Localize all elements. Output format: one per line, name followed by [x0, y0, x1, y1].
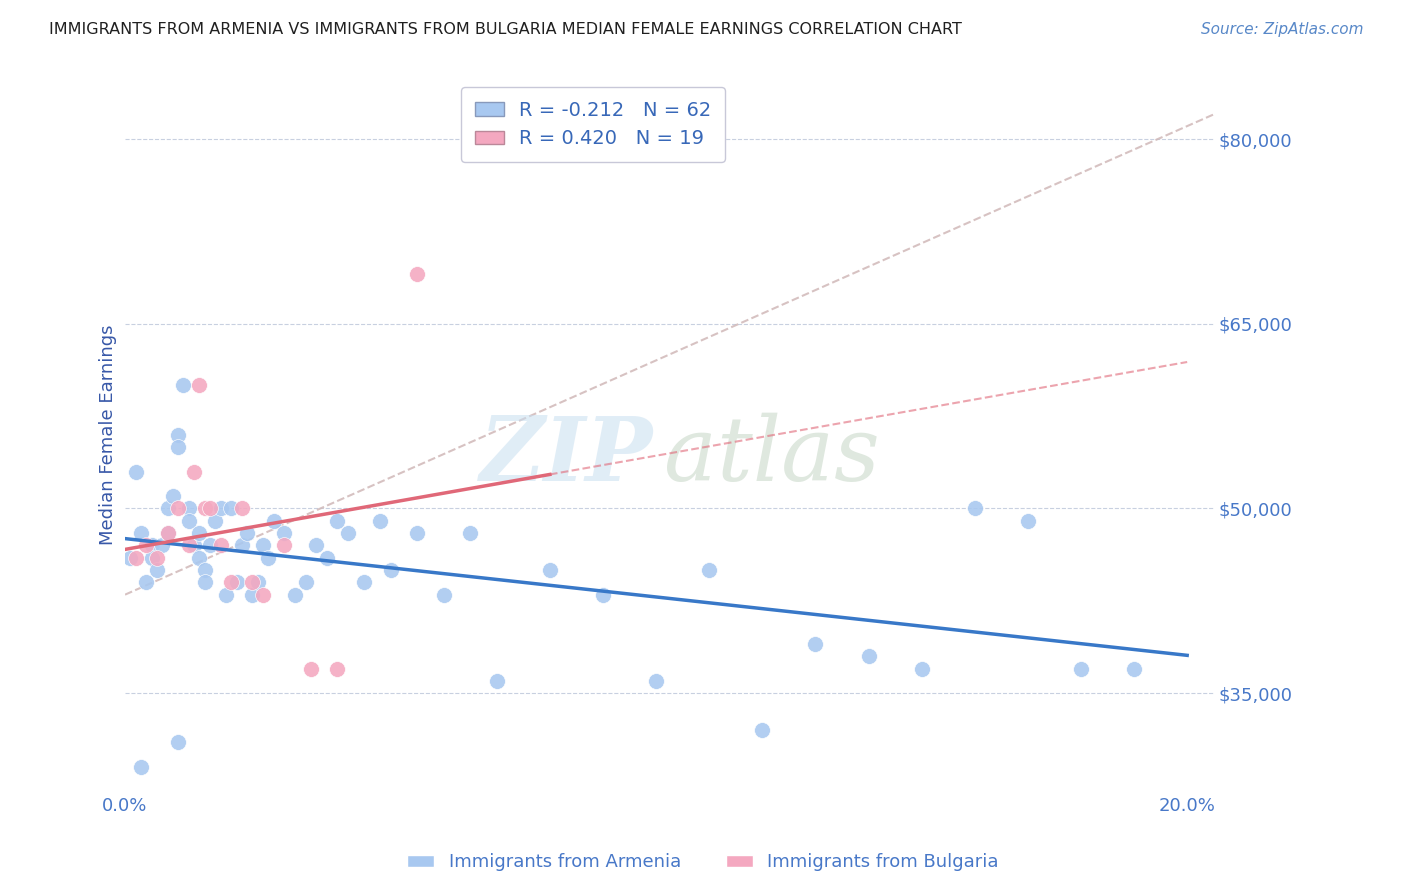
Point [219, 501, 242, 516]
Point [120, 550, 142, 565]
Legend: Immigrants from Armenia, Immigrants from Bulgaria: Immigrants from Armenia, Immigrants from… [399, 847, 1007, 879]
Point [337, 526, 360, 541]
Point [135, 575, 157, 590]
Point [284, 588, 307, 602]
Point [697, 563, 720, 577]
Point [406, 268, 429, 282]
Point [804, 637, 827, 651]
Point [1017, 514, 1039, 528]
Point [167, 501, 190, 516]
Point [146, 550, 169, 565]
Point [751, 723, 773, 738]
Point [380, 563, 402, 577]
Point [204, 514, 226, 528]
Point [156, 501, 179, 516]
Point [592, 588, 614, 602]
Point [538, 563, 561, 577]
Point [183, 465, 205, 479]
Point [150, 538, 173, 552]
Point [326, 514, 349, 528]
Point [1123, 661, 1146, 675]
Point [485, 673, 508, 688]
Point [910, 661, 932, 675]
Point [219, 575, 242, 590]
Point [858, 649, 880, 664]
Point [198, 538, 221, 552]
Point [177, 501, 200, 516]
Point [963, 501, 986, 516]
Point [194, 501, 217, 516]
Point [305, 538, 328, 552]
Point [188, 526, 211, 541]
Point [263, 514, 285, 528]
Legend: R = -0.212   N = 62, R = 0.420   N = 19: R = -0.212 N = 62, R = 0.420 N = 19 [461, 87, 725, 162]
Point [209, 501, 232, 516]
Point [172, 378, 194, 392]
Point [135, 538, 157, 552]
Text: Source: ZipAtlas.com: Source: ZipAtlas.com [1201, 22, 1364, 37]
Point [188, 550, 211, 565]
Point [156, 526, 179, 541]
Point [194, 575, 217, 590]
Point [236, 526, 259, 541]
Point [252, 538, 274, 552]
Point [124, 465, 146, 479]
Point [433, 588, 456, 602]
Point [141, 550, 163, 565]
Point [231, 538, 253, 552]
Point [242, 575, 264, 590]
Text: atlas: atlas [664, 413, 880, 500]
Point [406, 526, 429, 541]
Point [294, 575, 316, 590]
Point [124, 550, 146, 565]
Point [368, 514, 391, 528]
Point [198, 501, 221, 516]
Point [242, 588, 264, 602]
Point [146, 563, 169, 577]
Point [129, 526, 152, 541]
Point [209, 538, 232, 552]
Point [194, 563, 217, 577]
Point [183, 538, 205, 552]
Point [273, 538, 295, 552]
Point [215, 588, 238, 602]
Point [246, 575, 269, 590]
Point [458, 526, 481, 541]
Point [177, 514, 200, 528]
Point [273, 526, 295, 541]
Text: IMMIGRANTS FROM ARMENIA VS IMMIGRANTS FROM BULGARIA MEDIAN FEMALE EARNINGS CORRE: IMMIGRANTS FROM ARMENIA VS IMMIGRANTS FR… [49, 22, 962, 37]
Point [156, 526, 179, 541]
Point [257, 550, 280, 565]
Point [353, 575, 375, 590]
Point [167, 735, 190, 749]
Point [252, 588, 274, 602]
Point [167, 427, 190, 442]
Point [1070, 661, 1092, 675]
Y-axis label: Median Female Earnings: Median Female Earnings [100, 325, 117, 545]
Point [177, 538, 200, 552]
Text: ZIP: ZIP [479, 413, 652, 500]
Point [141, 538, 163, 552]
Point [231, 501, 253, 516]
Point [188, 378, 211, 392]
Point [315, 550, 337, 565]
Point [225, 575, 247, 590]
Point [645, 673, 668, 688]
Point [326, 661, 349, 675]
Point [167, 440, 190, 454]
Point [299, 661, 322, 675]
Point [129, 760, 152, 774]
Point [162, 489, 184, 503]
